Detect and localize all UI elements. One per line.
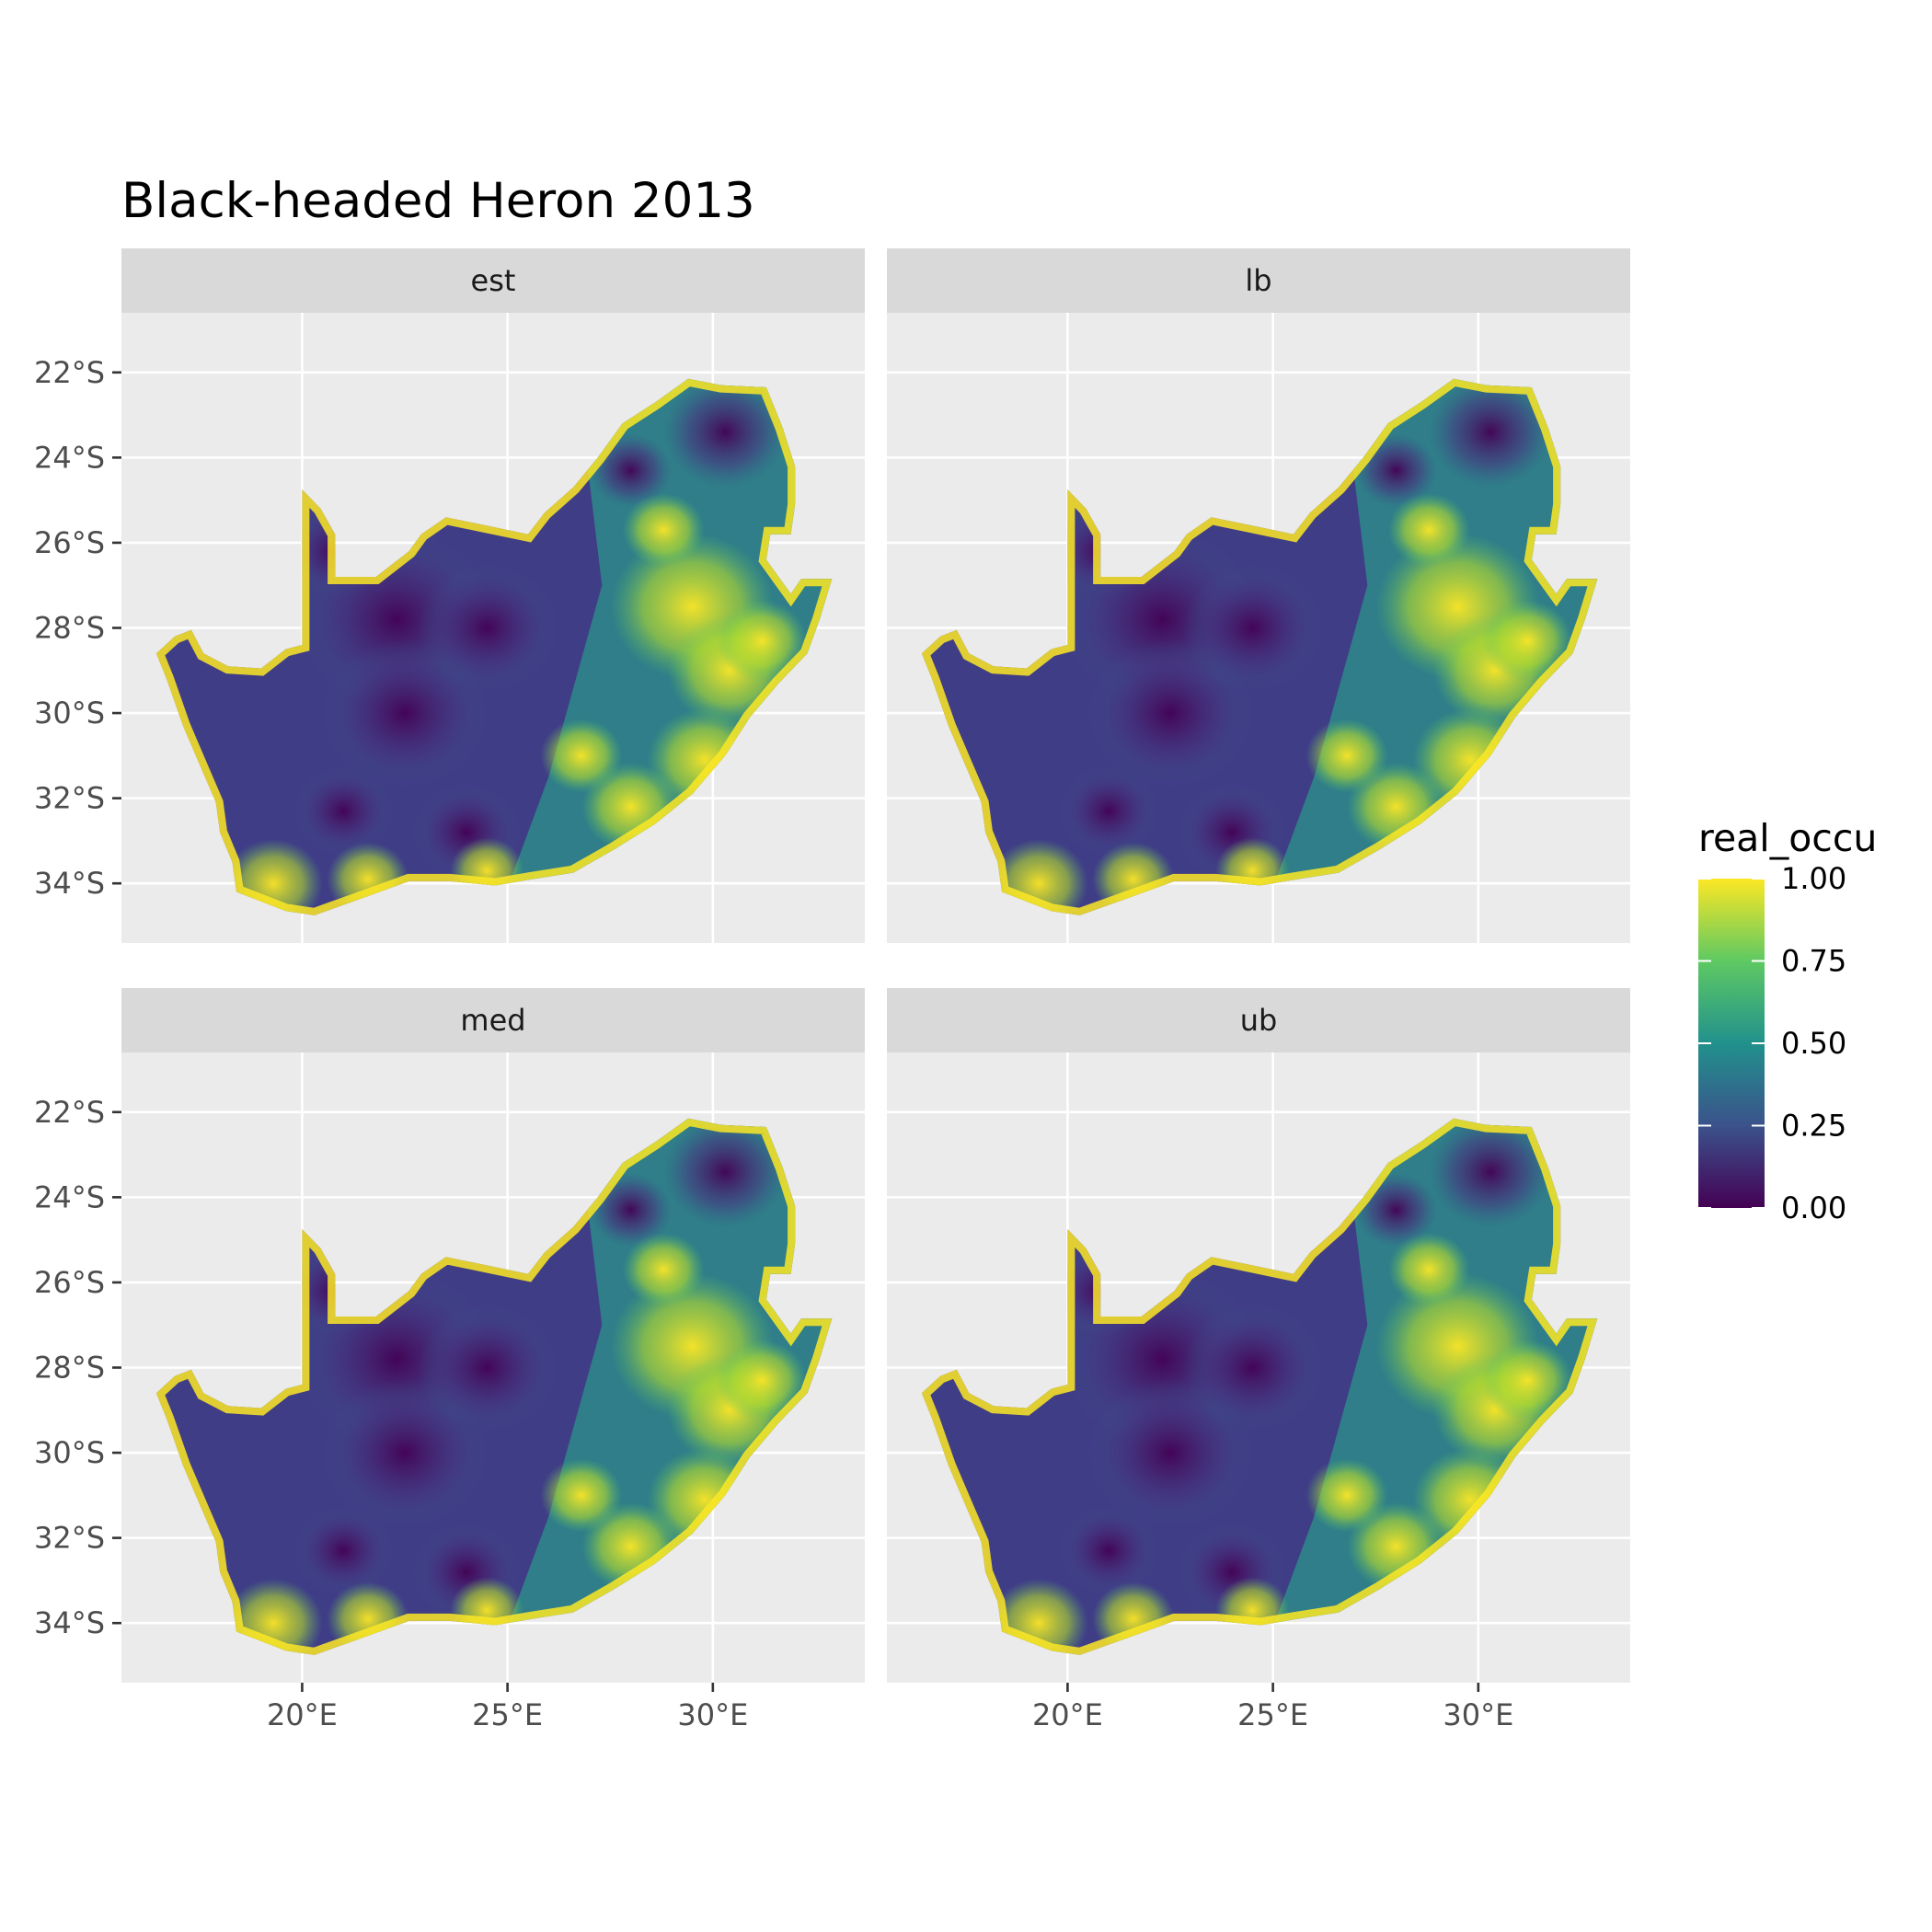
legend-title: real_occu [1698,816,1877,860]
legend-tick-label: 0.75 [1781,944,1846,979]
facet-panel-med: med 22°S 24°S 26°S 28°S 30°S 32°S 34°S 20°E 25°E 3… [34,988,865,1732]
map-high-area [540,1458,623,1533]
facet-panel-ub: ub 20°E 25°E 30°E [887,988,1630,1732]
facet-label: ub [1240,1003,1278,1038]
legend-tick-label: 0.50 [1781,1026,1846,1061]
map-high-area [540,719,623,793]
map-high-area [1305,719,1388,793]
facet-panel-est: est 22°S 24°S 26°S 28°S 30°S 32°S 34°S [34,248,865,943]
x-tick-label: 20°E [1032,1697,1103,1732]
facet-panel-lb: lb [887,248,1630,943]
x-tick-label: 30°E [677,1697,748,1732]
map-low-area [293,1506,393,1595]
facet-strip [121,248,865,313]
map-low-area [1059,1506,1158,1595]
x-tick-label: 25°E [1237,1697,1308,1732]
map-high-area [1482,1340,1573,1421]
facet-label: lb [1245,263,1271,298]
map-low-area [663,378,788,488]
x-tick-label: 20°E [267,1697,338,1732]
facet-strip [887,248,1630,313]
y-tick-label: 22°S [34,1095,105,1130]
y-tick-label: 26°S [34,525,105,560]
map-high-area [717,1340,808,1421]
y-tick-label: 30°S [34,696,105,730]
map-low-area [1429,1118,1553,1227]
map-low-area [1059,766,1158,856]
x-tick-label: 30°E [1443,1697,1513,1732]
y-tick-label: 34°S [34,866,105,901]
y-tick-label: 34°S [34,1605,105,1640]
y-tick-label: 28°S [34,611,105,646]
y-tick-label: 32°S [34,781,105,816]
facet-label: est [471,263,516,298]
map-high-area [622,1232,705,1307]
map-high-area [622,492,705,568]
legend-tick-label: 0.00 [1781,1190,1846,1225]
map-high-area [717,600,808,682]
y-tick-label: 26°S [34,1265,105,1300]
y-tick-label: 24°S [34,1179,105,1214]
legend-ticks: 0.00 0.25 0.50 0.75 1.00 [1698,861,1846,1225]
y-tick-label: 28°S [34,1351,105,1386]
map-high-area [1482,600,1573,682]
map-low-area [1429,378,1553,488]
map-low-area [417,1305,558,1431]
map-low-area [1182,1305,1323,1431]
y-tick-label: 24°S [34,440,105,475]
facet-label: med [460,1003,525,1038]
map-coast-rim [155,1118,833,1655]
legend: real_occu 0.00 0.25 0.50 0.75 1.00 [1698,816,1877,1225]
map-low-area [663,1118,788,1227]
facet-strip [887,988,1630,1052]
facet-panels: est 22°S 24°S 26°S 28°S 30°S 32°S 34°S lb med 22°S… [34,248,1630,1732]
legend-tick-label: 0.25 [1781,1109,1846,1144]
y-tick-label: 22°S [34,355,105,390]
x-tick-label: 25°E [472,1697,543,1732]
map-high-area [1305,1458,1388,1533]
y-tick-label: 30°S [34,1435,105,1470]
chart-title: Black-headed Heron 2013 [121,173,755,229]
map-low-area [417,565,558,691]
map-low-area [293,766,393,856]
legend-tick-label: 1.00 [1781,861,1846,896]
facet-strip [121,988,865,1052]
map-high-area [1387,492,1470,568]
y-tick-label: 32°S [34,1521,105,1556]
map-high-area [1387,1232,1470,1307]
map-low-area [1182,565,1323,691]
